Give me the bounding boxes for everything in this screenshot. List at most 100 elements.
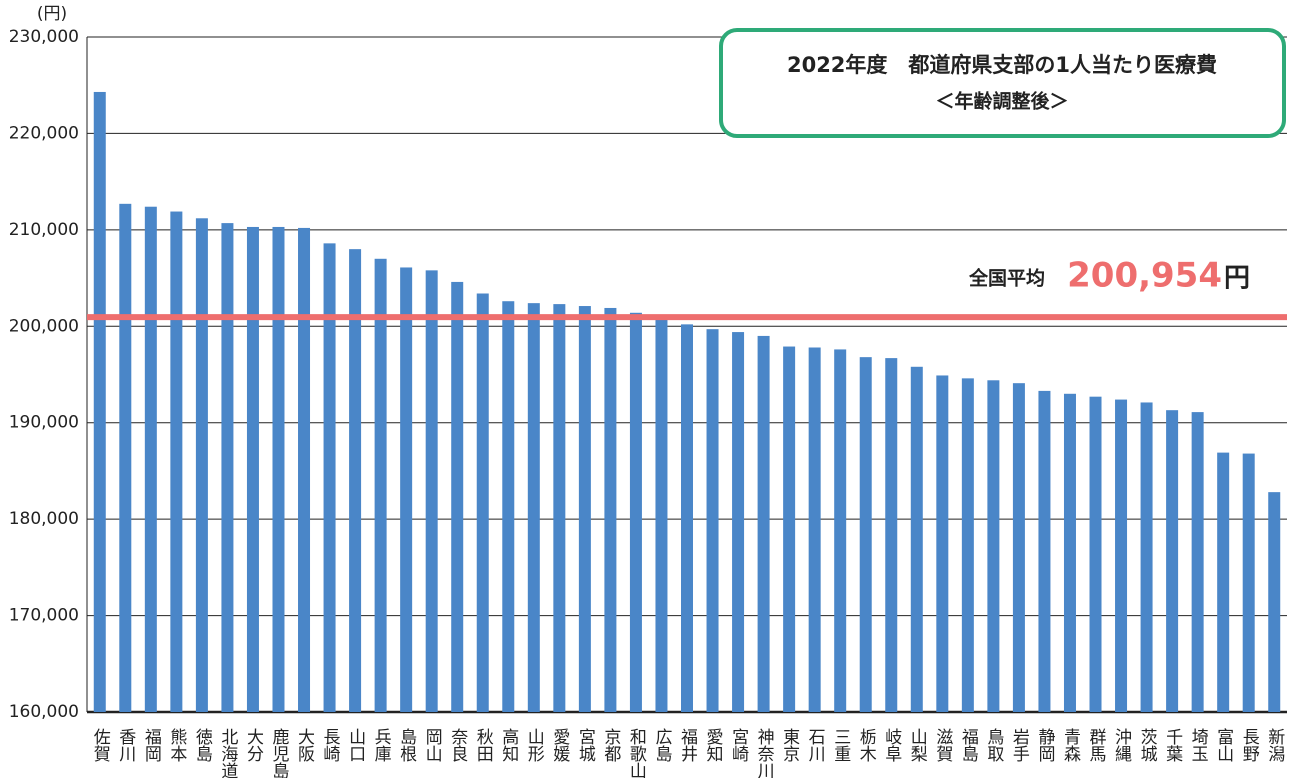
x-tick-label: 福島 <box>958 728 979 763</box>
bar <box>349 249 362 712</box>
bar <box>1242 453 1255 712</box>
x-tick-label: 北海道 <box>217 728 238 778</box>
x-tick-label: 岩手 <box>1009 728 1030 763</box>
average-value: 200,954 <box>1067 256 1222 296</box>
bar <box>119 203 132 713</box>
bar <box>961 378 974 712</box>
x-tick-label: 愛知 <box>703 728 724 762</box>
bar <box>451 281 464 712</box>
bar <box>655 314 668 712</box>
x-tick-label: 愛媛 <box>549 728 570 762</box>
x-tick-label: 静岡 <box>1034 728 1055 763</box>
x-tick-label: 高知 <box>498 728 519 762</box>
x-tick-label: 広島 <box>651 728 672 763</box>
x-tick-label: 宮崎 <box>728 728 748 762</box>
x-tick-label: 鹿児島 <box>268 728 289 778</box>
x-tick-label: 沖縄 <box>1111 728 1132 762</box>
y-tick-label: 160,000 <box>9 702 79 722</box>
bar <box>1063 393 1076 712</box>
x-tick-label: 石川 <box>805 728 826 762</box>
bar <box>298 227 311 712</box>
x-tick-label: 神奈川 <box>754 728 775 778</box>
x-tick-label: 宮城 <box>575 728 596 762</box>
x-tick-label: 長崎 <box>320 728 341 762</box>
bar <box>578 306 591 712</box>
x-tick-label: 京都 <box>600 728 621 762</box>
x-tick-label: 山形 <box>524 728 545 762</box>
bar <box>834 349 847 712</box>
x-tick-label: 茨城 <box>1137 728 1158 762</box>
x-tick-label: 和歌山 <box>626 728 647 778</box>
y-tick-label: 180,000 <box>9 509 79 529</box>
x-tick-label: 奈良 <box>447 728 468 762</box>
bar <box>604 307 617 712</box>
x-tick-label: 埼玉 <box>1188 728 1209 762</box>
bar <box>936 375 949 712</box>
average-unit: 円 <box>1224 264 1250 294</box>
bar <box>476 293 489 712</box>
bar <box>144 206 157 712</box>
bar <box>910 366 923 712</box>
bar <box>1140 402 1153 712</box>
average-label: 全国平均 <box>968 267 1045 290</box>
bar <box>681 324 693 712</box>
x-tick-label: 鳥取 <box>983 728 1004 762</box>
bar <box>195 218 208 713</box>
x-tick-label: 山梨 <box>907 728 928 762</box>
bar <box>732 332 745 712</box>
bar <box>629 312 642 712</box>
bar <box>859 357 872 712</box>
x-tick-label: 新潟 <box>1264 728 1285 763</box>
bar <box>400 267 413 712</box>
x-tick-label: 大分 <box>243 728 264 762</box>
bar <box>1166 410 1179 712</box>
x-tick-label: 山口 <box>345 728 365 762</box>
bar <box>323 243 336 712</box>
x-tick-label: 佐賀 <box>90 728 111 762</box>
bar <box>1115 399 1128 712</box>
x-tick-label: 青森 <box>1060 728 1081 762</box>
bar <box>527 303 540 712</box>
x-tick-label: 島根 <box>396 728 417 762</box>
bar <box>553 304 566 712</box>
bar <box>885 358 898 712</box>
x-tick-label: 長野 <box>1239 728 1260 762</box>
chart-title: 2022年度 都道府県支部の1人当たり医療費 <box>787 53 1217 77</box>
bar <box>93 91 106 712</box>
x-tick-label: 熊本 <box>166 728 187 762</box>
bar <box>808 347 821 712</box>
bar <box>1268 492 1281 712</box>
y-tick-label: 170,000 <box>9 606 79 626</box>
x-tick-label: 群馬 <box>1086 728 1107 763</box>
title-box <box>719 28 1286 138</box>
bar <box>246 226 259 712</box>
x-tick-label: 岐阜 <box>881 728 902 762</box>
bar <box>1217 452 1230 712</box>
y-tick-label: 210,000 <box>9 220 79 240</box>
bar <box>425 270 438 712</box>
bar <box>757 335 770 712</box>
y-axis-label: (円) <box>37 4 67 24</box>
x-tick-label: 滋賀 <box>932 728 953 762</box>
x-tick-label: 千葉 <box>1162 728 1183 762</box>
y-tick-label: 220,000 <box>9 123 79 143</box>
bar <box>783 346 796 712</box>
bar <box>1012 383 1025 712</box>
y-tick-label: 190,000 <box>9 413 79 433</box>
bar <box>1038 390 1051 712</box>
x-tick-label: 岡山 <box>422 728 442 762</box>
bar <box>374 258 387 712</box>
y-tick-label: 230,000 <box>9 27 79 47</box>
x-tick-label: 福岡 <box>141 728 162 763</box>
bar <box>272 226 285 712</box>
x-tick-label: 秋田 <box>473 728 494 762</box>
x-tick-label: 大阪 <box>294 728 315 762</box>
x-tick-label: 徳島 <box>192 728 213 763</box>
bar <box>221 223 234 712</box>
bar <box>1191 412 1204 712</box>
bar <box>1089 396 1102 712</box>
x-tick-label: 三重 <box>830 728 851 762</box>
y-tick-label: 200,000 <box>9 316 79 336</box>
chart-subtitle: ＜年齢調整後＞ <box>935 90 1068 113</box>
